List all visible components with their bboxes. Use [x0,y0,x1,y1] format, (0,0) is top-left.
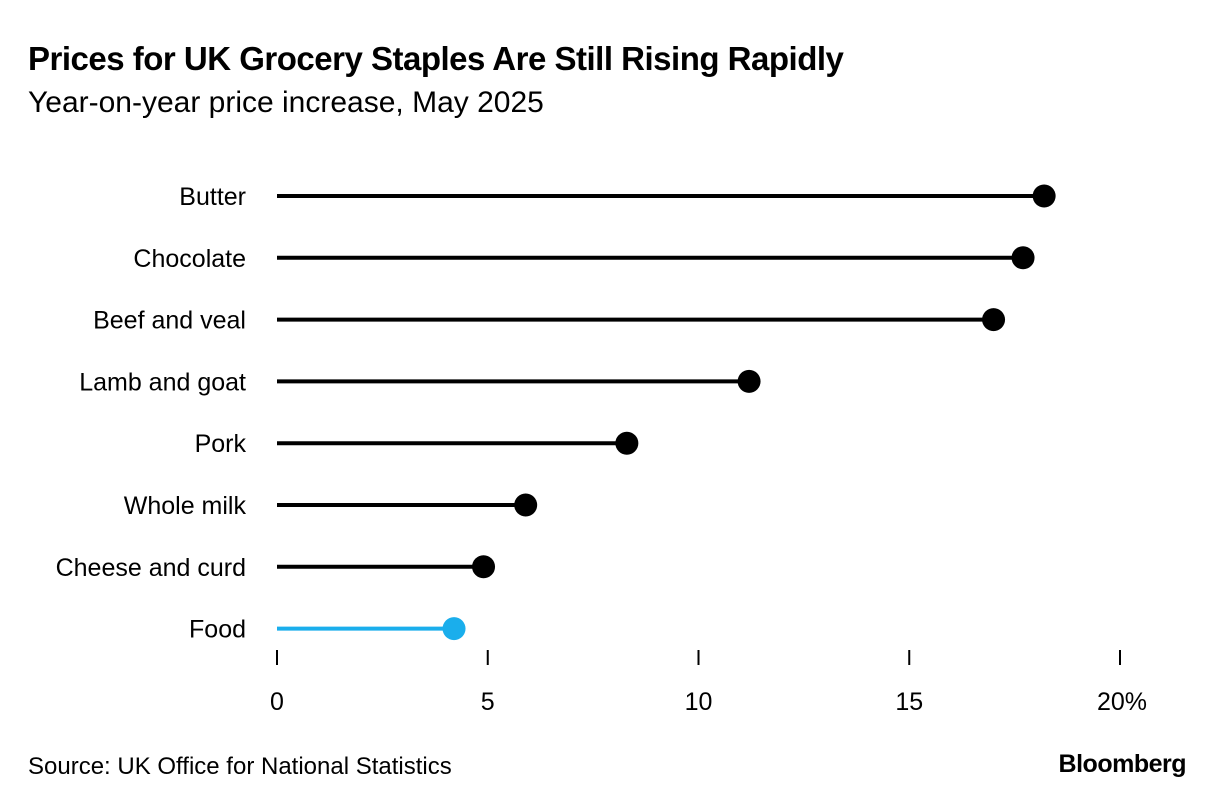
category-label: Lamb and goat [79,368,246,396]
category-label: Whole milk [124,492,247,520]
lollipop-dot [442,617,466,641]
chart-title: Prices for UK Grocery Staples Are Still … [28,40,844,77]
x-tick-label: 5 [481,688,495,716]
category-label: Pork [195,430,247,458]
lollipop-dot [514,493,538,517]
lollipop-dot [615,431,639,455]
x-tick-label: 10 [685,688,713,716]
x-tick-label: 20% [1097,688,1147,716]
source-note: Source: UK Office for National Statistic… [28,753,452,780]
chart-subtitle: Year-on-year price increase, May 2025 [28,86,544,119]
category-label: Chocolate [133,245,246,273]
x-tick-label: 0 [270,688,284,716]
category-label: Cheese and curd [56,554,246,582]
lollipop-dot [472,555,496,579]
category-label: Food [189,616,246,644]
category-label: Beef and veal [93,307,246,335]
lollipop-dot [737,369,761,393]
lollipop-dot [982,308,1006,332]
x-tick-label: 15 [895,688,923,716]
lollipop-dot [1011,246,1035,270]
lollipop-dot [1032,184,1056,208]
category-label: Butter [179,183,246,211]
bloomberg-logo: Bloomberg [1058,750,1187,778]
